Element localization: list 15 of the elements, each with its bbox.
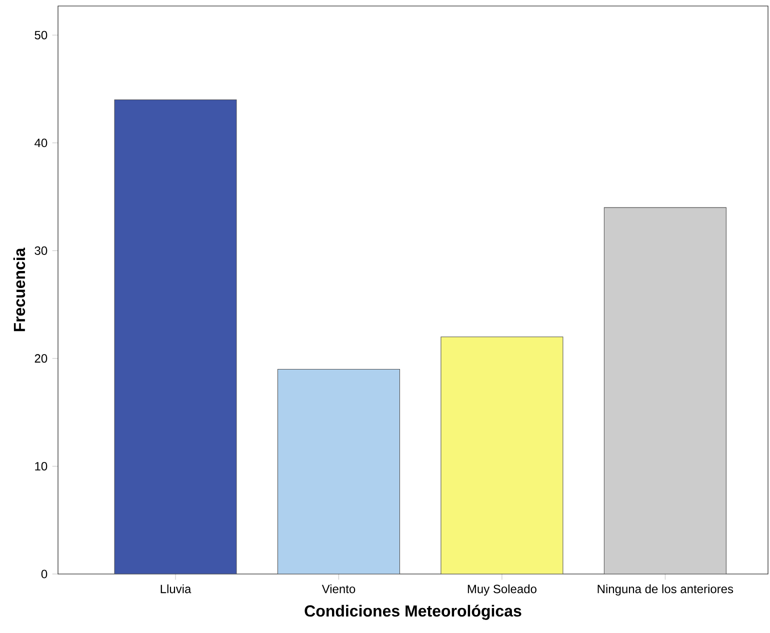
y-axis-title: Frecuencia: [13, 248, 26, 332]
x-tick-label: Viento: [322, 584, 356, 594]
y-tick-label: 30: [34, 246, 48, 255]
x-tick-label: Ninguna de los anteriores: [598, 584, 734, 596]
y-tick-label: 40: [34, 138, 48, 148]
bar: [440, 336, 564, 574]
y-tick-label: 50: [34, 30, 48, 40]
y-tick-label: 0: [41, 570, 48, 578]
x-tick-label: Muy Soleado: [468, 584, 536, 596]
x-axis-title: Condiciones Meteorológicas: [304, 604, 522, 620]
x-tick-label: Lluvia: [160, 584, 192, 594]
bar: [114, 100, 237, 574]
y-tick-label: 10: [35, 462, 48, 470]
y-tick-label: 20: [34, 354, 48, 363]
bar: [277, 368, 400, 574]
